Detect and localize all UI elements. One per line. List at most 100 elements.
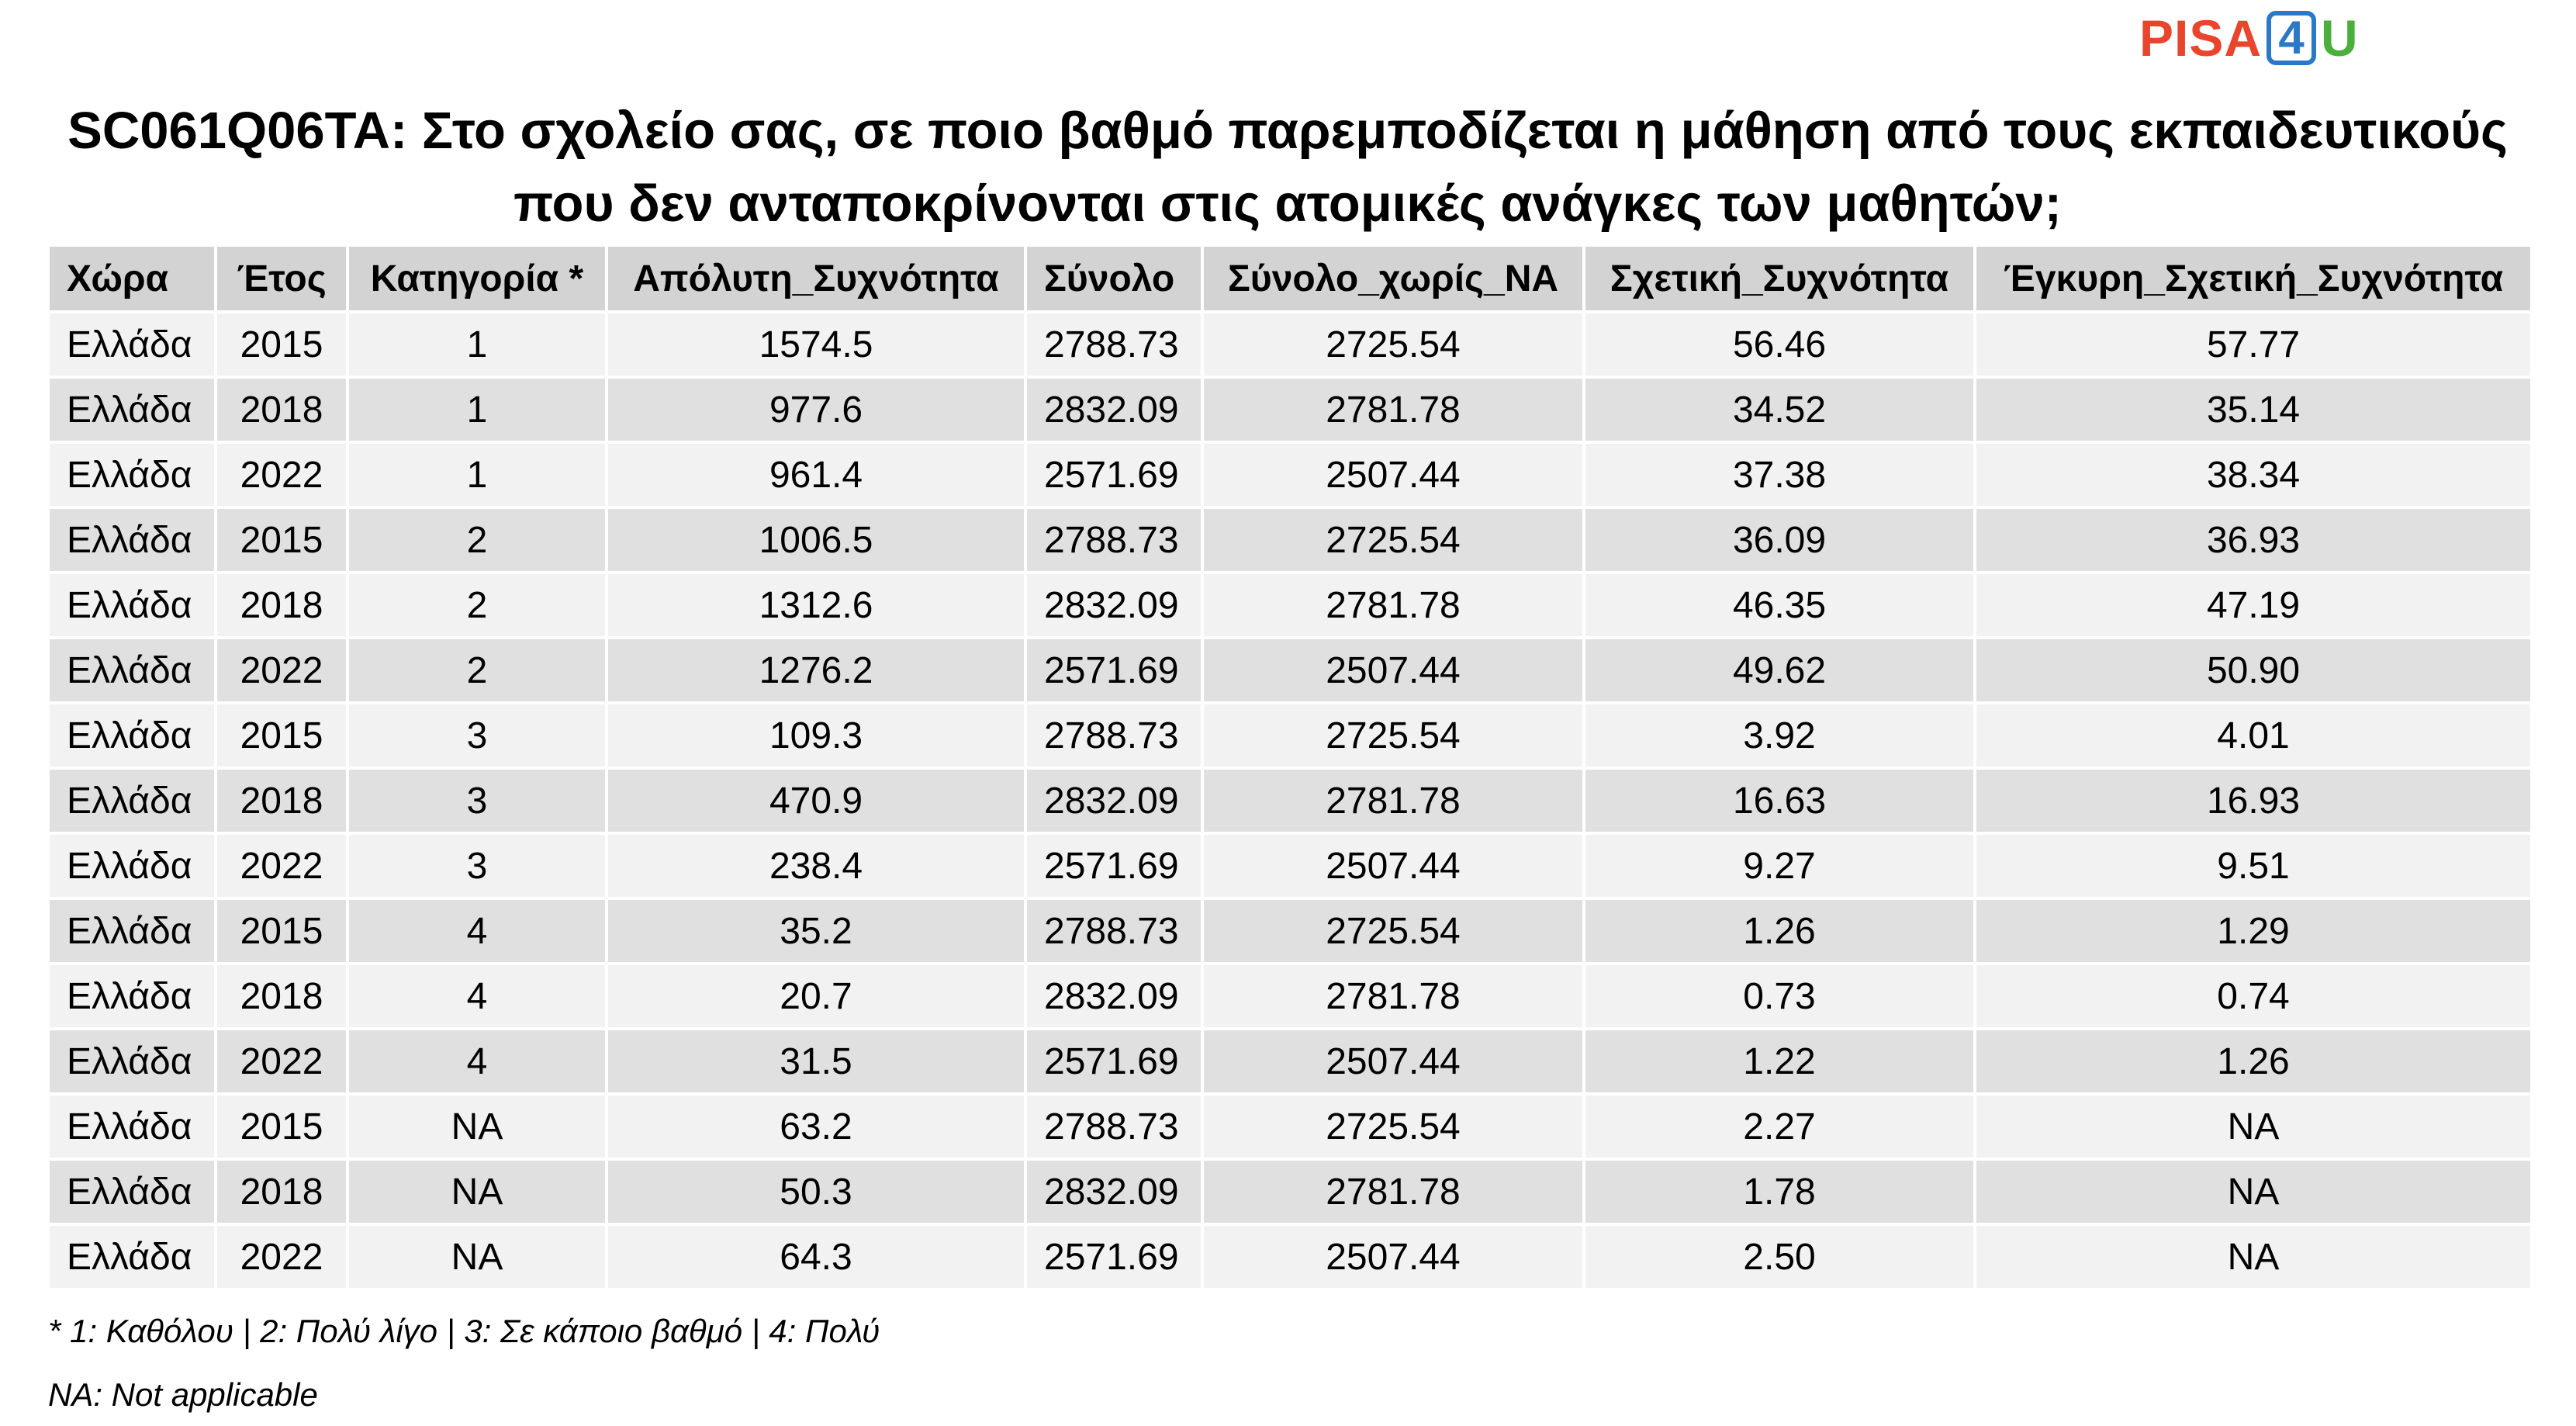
table-row: Ελλάδα 2022 3 238.4 2571.69 2507.44 9.27 9.51 (47, 832, 2533, 900)
cell-valid-relative-frequency: 16.93 (1973, 767, 2533, 835)
cell-valid-relative-frequency: 36.93 (1973, 506, 2533, 574)
cell-country: Ελλάδα (47, 832, 217, 900)
table-row: Ελλάδα 2018 3 470.9 2832.09 2781.78 16.63 16.93 (47, 767, 2533, 835)
cell-absolute-frequency: 1276.2 (605, 636, 1027, 704)
cell-total: 2832.09 (1024, 962, 1204, 1030)
pisa4u-logo: PISA 4 U (2139, 11, 2358, 65)
cell-absolute-frequency: 977.6 (605, 376, 1027, 444)
cell-country: Ελλάδα (47, 767, 217, 835)
table-row: Ελλάδα 2022 1 961.4 2571.69 2507.44 37.38 38.34 (47, 441, 2533, 509)
cell-absolute-frequency: 1006.5 (605, 506, 1027, 574)
table-row: Ελλάδα 2022 2 1276.2 2571.69 2507.44 49.62 50.9… (47, 636, 2533, 704)
cell-total: 2832.09 (1024, 767, 1204, 835)
cell-total: 2788.73 (1024, 701, 1204, 770)
cell-category: 3 (346, 767, 608, 835)
cell-absolute-frequency: 20.7 (605, 962, 1027, 1030)
cell-year: 2022 (214, 1027, 349, 1095)
table-row: Ελλάδα 2015 2 1006.5 2788.73 2725.54 36.09 36.9… (47, 506, 2533, 574)
cell-category: 2 (346, 571, 608, 639)
logo-text-pisa: PISA (2139, 9, 2263, 67)
cell-category: 2 (346, 636, 608, 704)
frequency-table: Χώρα Έτος Κατηγορία * Απόλυτη_Συχνότητα … (47, 244, 2533, 1291)
cell-total: 2788.73 (1024, 1092, 1204, 1161)
cell-total: 2832.09 (1024, 1158, 1204, 1226)
cell-year: 2022 (214, 1223, 349, 1291)
cell-relative-frequency: 56.46 (1582, 310, 1976, 379)
cell-absolute-frequency: 470.9 (605, 767, 1027, 835)
cell-absolute-frequency: 238.4 (605, 832, 1027, 900)
cell-relative-frequency: 49.62 (1582, 636, 1976, 704)
cell-relative-frequency: 46.35 (1582, 571, 1976, 639)
cell-valid-relative-frequency: 4.01 (1973, 701, 2533, 770)
cell-category: 2 (346, 506, 608, 574)
table-header-row: Χώρα Έτος Κατηγορία * Απόλυτη_Συχνότητα … (47, 244, 2533, 313)
cell-year: 2022 (214, 636, 349, 704)
cell-valid-relative-frequency: 47.19 (1973, 571, 2533, 639)
cell-year: 2015 (214, 310, 349, 379)
table-row: Ελλάδα 2018 NA 50.3 2832.09 2781.78 1.78 NA (47, 1158, 2533, 1226)
cell-year: 2015 (214, 1092, 349, 1161)
cell-absolute-frequency: 31.5 (605, 1027, 1027, 1095)
cell-country: Ελλάδα (47, 1158, 217, 1226)
cell-year: 2018 (214, 571, 349, 639)
cell-absolute-frequency: 63.2 (605, 1092, 1027, 1161)
cell-relative-frequency: 16.63 (1582, 767, 1976, 835)
cell-country: Ελλάδα (47, 1223, 217, 1291)
cell-valid-relative-frequency: 50.90 (1973, 636, 2533, 704)
cell-total: 2788.73 (1024, 310, 1204, 379)
table-body: Ελλάδα 2015 1 1574.5 2788.73 2725.54 56.46 57.7… (47, 310, 2533, 1291)
cell-category: 1 (346, 310, 608, 379)
cell-valid-relative-frequency: 38.34 (1973, 441, 2533, 509)
cell-total: 2788.73 (1024, 506, 1204, 574)
cell-relative-frequency: 0.73 (1582, 962, 1976, 1030)
cell-valid-relative-frequency: 35.14 (1973, 376, 2533, 444)
table-row: Ελλάδα 2018 1 977.6 2832.09 2781.78 34.52 35.14 (47, 376, 2533, 444)
cell-total-without-na: 2781.78 (1201, 767, 1585, 835)
header-relative-frequency: Σχετική_Συχνότητα (1582, 244, 1976, 313)
cell-year: 2018 (214, 376, 349, 444)
table-row: Ελλάδα 2018 2 1312.6 2832.09 2781.78 46.35 47.1… (47, 571, 2533, 639)
cell-total-without-na: 2507.44 (1201, 832, 1585, 900)
cell-total: 2832.09 (1024, 376, 1204, 444)
cell-relative-frequency: 1.22 (1582, 1027, 1976, 1095)
cell-total: 2571.69 (1024, 441, 1204, 509)
cell-absolute-frequency: 961.4 (605, 441, 1027, 509)
table-row: Ελλάδα 2022 NA 64.3 2571.69 2507.44 2.50 NA (47, 1223, 2533, 1291)
cell-absolute-frequency: 109.3 (605, 701, 1027, 770)
cell-valid-relative-frequency: 0.74 (1973, 962, 2533, 1030)
cell-category: 4 (346, 962, 608, 1030)
cell-category: 4 (346, 1027, 608, 1095)
cell-absolute-frequency: 64.3 (605, 1223, 1027, 1291)
table-row: Ελλάδα 2015 1 1574.5 2788.73 2725.54 56.46 57.7… (47, 310, 2533, 379)
cell-total-without-na: 2507.44 (1201, 1223, 1585, 1291)
cell-relative-frequency: 37.38 (1582, 441, 1976, 509)
cell-country: Ελλάδα (47, 1092, 217, 1161)
cell-total: 2788.73 (1024, 897, 1204, 965)
table-row: Ελλάδα 2015 NA 63.2 2788.73 2725.54 2.27 NA (47, 1092, 2533, 1161)
cell-valid-relative-frequency: NA (1973, 1223, 2533, 1291)
header-absolute-frequency: Απόλυτη_Συχνότητα (605, 244, 1027, 313)
cell-country: Ελλάδα (47, 1027, 217, 1095)
cell-total-without-na: 2781.78 (1201, 1158, 1585, 1226)
cell-country: Ελλάδα (47, 571, 217, 639)
cell-relative-frequency: 9.27 (1582, 832, 1976, 900)
cell-country: Ελλάδα (47, 506, 217, 574)
cell-country: Ελλάδα (47, 701, 217, 770)
cell-category: 1 (346, 441, 608, 509)
cell-total: 2571.69 (1024, 1223, 1204, 1291)
cell-year: 2015 (214, 897, 349, 965)
cell-absolute-frequency: 35.2 (605, 897, 1027, 965)
cell-relative-frequency: 3.92 (1582, 701, 1976, 770)
header-country: Χώρα (47, 244, 217, 313)
cell-total-without-na: 2507.44 (1201, 441, 1585, 509)
cell-absolute-frequency: 1312.6 (605, 571, 1027, 639)
cell-country: Ελλάδα (47, 897, 217, 965)
cell-total-without-na: 2507.44 (1201, 636, 1585, 704)
cell-category: 4 (346, 897, 608, 965)
table-row: Ελλάδα 2022 4 31.5 2571.69 2507.44 1.22 1.26 (47, 1027, 2533, 1095)
cell-year: 2022 (214, 832, 349, 900)
cell-country: Ελλάδα (47, 441, 217, 509)
cell-relative-frequency: 1.26 (1582, 897, 1976, 965)
cell-year: 2018 (214, 962, 349, 1030)
footnote-na: NA: Not applicable (48, 1376, 318, 1413)
